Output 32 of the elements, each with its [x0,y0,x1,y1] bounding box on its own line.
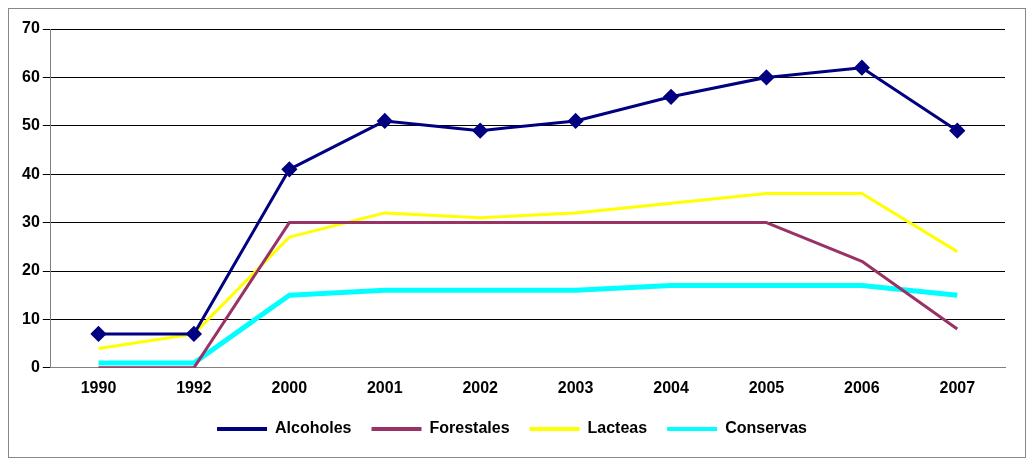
point [758,69,774,85]
x-tick-label: 2003 [557,378,594,396]
x-tick-label: 2007 [939,378,976,396]
point [949,123,965,139]
y-tick-label: 50 [22,116,40,134]
point [377,113,393,129]
point [281,161,297,177]
y-tick-label: 70 [22,19,40,37]
x-tick-label: 2004 [653,378,689,396]
x-tick-label: 2001 [366,378,403,396]
legend-label: Forestales [429,419,510,437]
legend-label: Alcoholes [275,419,352,437]
point [854,60,870,76]
point [91,326,107,342]
x-tick-label: 1992 [176,378,212,396]
point [472,123,488,139]
y-tick-label: 30 [22,213,40,231]
point [186,326,202,342]
y-tick-label: 10 [22,309,40,327]
y-tick-label: 40 [22,164,40,182]
y-tick-label: 20 [22,261,40,279]
legend-label: Lacteas [587,419,648,437]
x-tick-label: 2000 [271,378,308,396]
x-tick-label: 2002 [462,378,499,396]
point [568,113,584,129]
y-tick-label: 0 [30,358,40,376]
x-tick-label: 2006 [844,378,880,396]
y-tick-label: 60 [22,67,40,85]
legend-label: Conservas [725,419,808,437]
point [663,89,679,105]
x-tick-label: 2005 [748,378,785,396]
x-tick-label: 1990 [80,378,117,396]
